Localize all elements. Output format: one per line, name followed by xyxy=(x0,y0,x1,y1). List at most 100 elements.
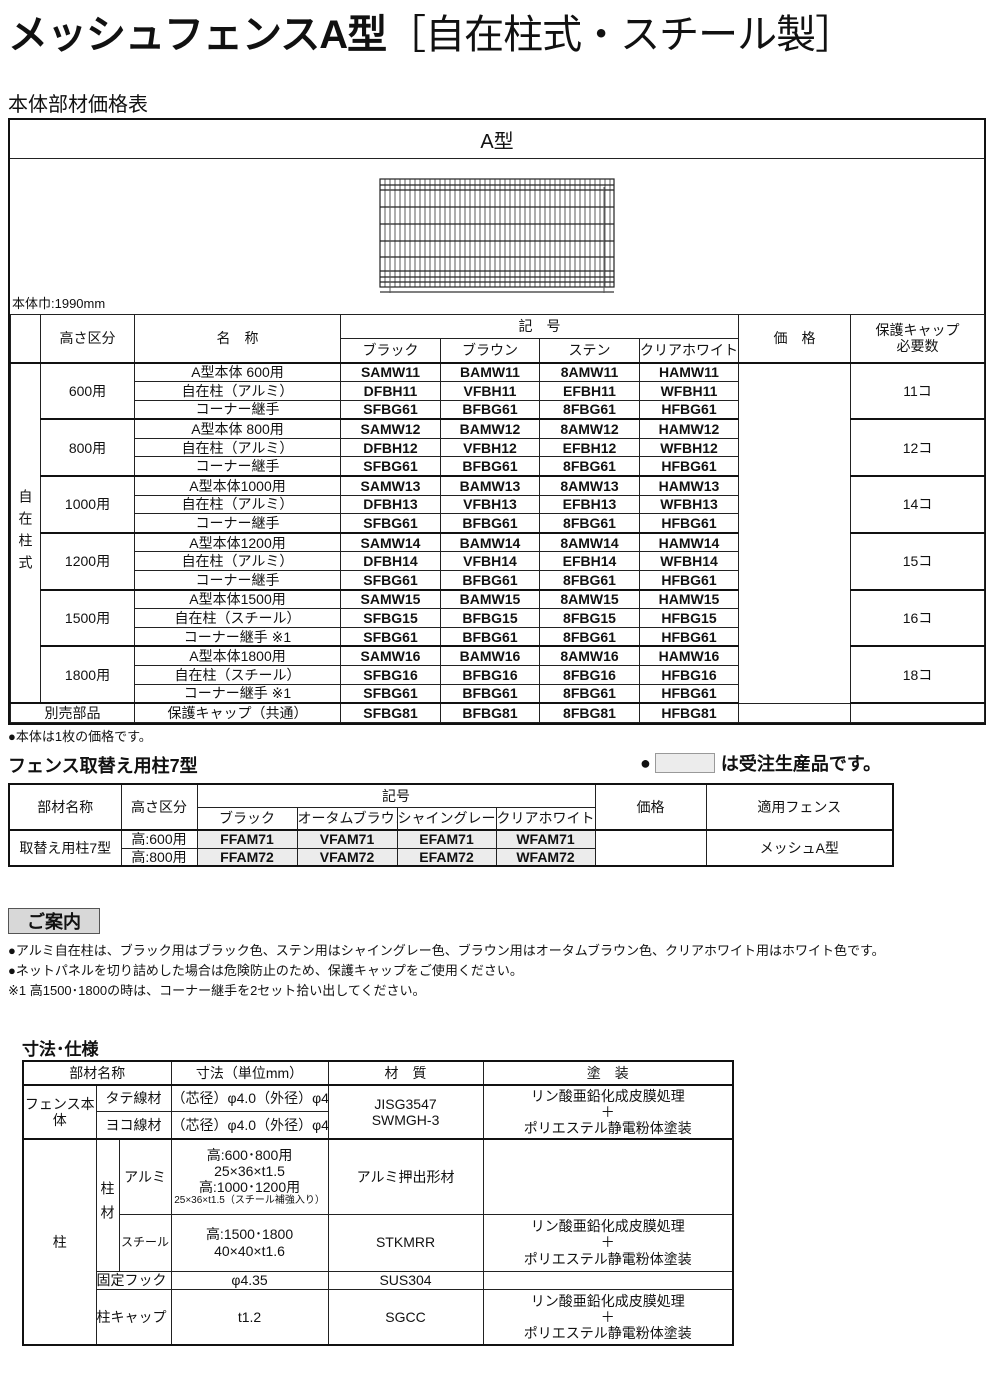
item-code: BFBG61 xyxy=(440,570,540,591)
item-name: 自在柱（アルミ） xyxy=(134,437,341,458)
item-name: A型本体1200用 xyxy=(134,532,341,553)
coating: リン酸亜鉛化成皮膜処理＋ポリエステル静電粉体塗装 xyxy=(482,1288,734,1346)
item-name: A型本体1500用 xyxy=(134,589,341,610)
item-code: HAMW14 xyxy=(639,532,739,553)
item-code: SFBG61 xyxy=(340,683,441,705)
code: EFAM72 xyxy=(396,847,497,867)
item-code: VFBH12 xyxy=(440,437,540,458)
item-name: A型本体1000用 xyxy=(134,475,341,496)
cap-count: 15コ xyxy=(850,532,985,591)
item-code: BAMW16 xyxy=(440,645,540,667)
header-cap-line1: 保護キャップ xyxy=(875,322,960,339)
price-cell xyxy=(594,829,707,867)
code: EFAM71 xyxy=(396,829,497,849)
hook-size: φ4.35 xyxy=(170,1270,329,1290)
item-code: SFBG15 xyxy=(340,608,441,628)
item-code: BAMW13 xyxy=(440,475,540,496)
item-code: 8AMW13 xyxy=(539,475,640,496)
item-code: 8FBG61 xyxy=(539,399,640,421)
header-material: 材 質 xyxy=(327,1060,484,1086)
table-row: 自在柱式 600用 A型本体 600用 SAMW11 BAMW11 8AMW11 HAMW1… xyxy=(10,361,985,705)
vertical-wire: タテ線材 xyxy=(95,1084,172,1112)
height-class: 1800用 xyxy=(40,645,135,705)
table-row: 自在柱（アルミ） DFBH12 VFBH12 EFBH12 WFBH12 xyxy=(11,437,985,458)
header-coating: 塗 装 xyxy=(482,1060,734,1086)
height-class: 1500用 xyxy=(40,589,135,648)
replacement-post-table: 部材名称 高さ区分 記号 価格 適用フェンス ブラック オータムブラウン シャイ… xyxy=(8,783,894,867)
coating-2: ポリエステル静電粉体塗装 xyxy=(523,1250,692,1267)
bullet-icon: ● xyxy=(640,752,651,773)
item-name: コーナー継手 ※1 xyxy=(134,626,341,648)
coating-2: ポリエステル静電粉体塗装 xyxy=(523,1324,692,1341)
table-row: コーナー継手 SFBG61 BFBG61 8FBG61 HFBG61 xyxy=(11,399,985,421)
item-code: VFBH11 xyxy=(440,381,540,401)
item-code: SFBG81 xyxy=(340,702,441,723)
item-code: HFBG61 xyxy=(639,513,739,534)
item-code: 8AMW12 xyxy=(539,418,640,439)
hook: 固定フック xyxy=(95,1270,172,1290)
header-name: 名 称 xyxy=(134,314,341,364)
coating: リン酸亜鉛化成皮膜処理＋ポリエステル静電粉体塗装 xyxy=(482,1213,734,1272)
item-code: HFBG16 xyxy=(639,665,739,685)
coating: リン酸亜鉛化成皮膜処理＋ポリエステル静電粉体塗装 xyxy=(482,1084,734,1140)
item-code: HAMW16 xyxy=(639,645,739,667)
header-color: ステン xyxy=(539,338,640,364)
item-name: 自在柱（スチール） xyxy=(134,608,341,628)
item-code: HAMW13 xyxy=(639,475,739,496)
guide-note: ●ネットパネルを切り詰めした場合は危険防止のため、保護キャップをご使用ください。 xyxy=(8,963,523,978)
table-row: 自在柱（アルミ） DFBH13 VFBH13 EFBH13 WFBH13 xyxy=(11,494,985,515)
height-class: 600用 xyxy=(40,362,135,421)
item-code: BFBG61 xyxy=(440,513,540,534)
item-name: 保護キャップ（共通） xyxy=(134,702,341,723)
cap-count: 11コ xyxy=(850,362,985,421)
coating-plus: ＋ xyxy=(600,1234,615,1251)
item-code: DFBH11 xyxy=(340,381,441,401)
item-name: コーナー継手 ※1 xyxy=(134,683,341,705)
item-code: VFBH14 xyxy=(440,551,540,572)
cap-count: 18コ xyxy=(850,645,985,705)
item-code: WFBH14 xyxy=(639,551,739,572)
table-row: 1500用 A型本体1500用 SAMW15 BAMW15 8AMW15 HAMW15 16… xyxy=(11,589,985,648)
table-row: コーナー継手 SFBG61 BFBG61 8FBG61 HFBG61 xyxy=(11,513,985,534)
header-color: ブラック xyxy=(196,806,298,831)
alu-material: アルミ押出形材 xyxy=(327,1138,484,1215)
part-name: 取替え用柱7型 xyxy=(8,829,122,867)
type-label: A型 xyxy=(10,120,984,159)
height: 高:600用 xyxy=(120,829,198,849)
header-color: クリアホワイト xyxy=(495,806,596,831)
alu-size-3: 高:1000･1200用 xyxy=(198,1179,301,1196)
alu: アルミ xyxy=(118,1138,172,1215)
item-code: 8AMW16 xyxy=(539,645,640,667)
item-code: VFBH13 xyxy=(440,494,540,515)
item-code: 8FBG61 xyxy=(539,513,640,534)
table-row: 1200用 A型本体1200用 SAMW14 BAMW14 8AMW14 HAMW14 15… xyxy=(11,532,985,591)
item-code: EFBH14 xyxy=(539,551,640,572)
item-code: HFBG61 xyxy=(639,456,739,478)
coating-plus: ＋ xyxy=(600,1103,615,1120)
code: WFAM72 xyxy=(495,847,596,867)
item-name: コーナー継手 xyxy=(134,456,341,478)
wire-size: （芯径）φ4.0（外径）φ4.2 xyxy=(170,1084,329,1112)
hook-material: SUS304 xyxy=(327,1270,484,1290)
guide-note: ●アルミ自在柱は、ブラック用はブラック色、ステン用はシャイングレー色、ブラウン用… xyxy=(8,943,885,958)
width-note: 本体巾:1990mm xyxy=(12,296,106,311)
item-name: コーナー継手 xyxy=(134,399,341,421)
coating-2: ポリエステル静電粉体塗装 xyxy=(523,1120,692,1137)
extra-label: 別売部品 xyxy=(10,702,135,723)
post-table-title: フェンス取替え用柱7型 xyxy=(8,756,198,776)
applicable-fence: メッシュA型 xyxy=(705,829,894,867)
code: VFAM71 xyxy=(296,829,398,849)
main-table-note: ●本体は1枚の価格です。 xyxy=(8,729,152,744)
price-cell xyxy=(738,362,851,704)
item-code: HAMW12 xyxy=(639,418,739,439)
table-row: 自在柱（スチール） SFBG16 BFBG16 8FBG16 HFBG16 xyxy=(11,665,985,685)
steel-size: 高:1500･1800 40×40×t1.6 xyxy=(170,1213,329,1272)
coating-1: リン酸亜鉛化成皮膜処理 xyxy=(530,1218,685,1235)
item-name: A型本体1800用 xyxy=(134,645,341,667)
item-code: WFBH12 xyxy=(639,437,739,458)
alu-size-2: 25×36×t1.5 xyxy=(214,1162,285,1179)
steel-size-2: 40×40×t1.6 xyxy=(214,1242,285,1259)
wire-material-1: JISG3547 xyxy=(374,1095,437,1112)
header-color: シャイングレー xyxy=(396,806,497,831)
